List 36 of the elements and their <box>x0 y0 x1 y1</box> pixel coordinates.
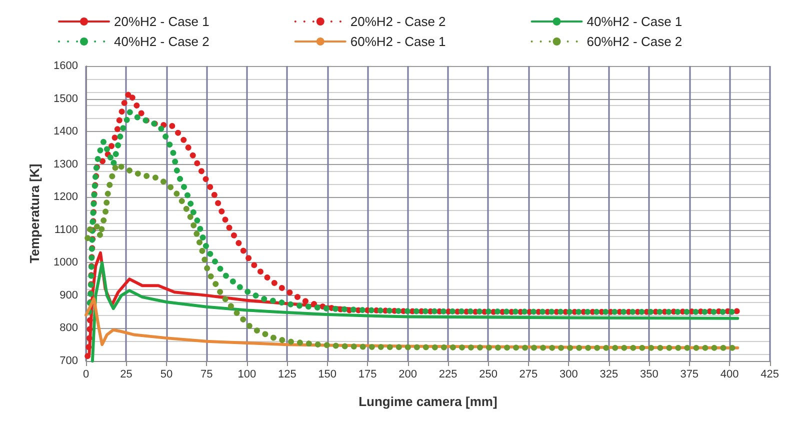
y-tick-label: 700 <box>60 355 78 367</box>
x-tick-label: 175 <box>358 368 377 380</box>
x-tick-label: 350 <box>640 368 658 380</box>
y-tick-label: 1000 <box>54 256 78 269</box>
x-tick-label: 0 <box>82 368 90 380</box>
y-tick-label: 1100 <box>54 224 78 236</box>
x-tick-label: 275 <box>519 368 538 380</box>
x-tick-label: 150 <box>318 368 337 380</box>
x-tick-label: 125 <box>278 368 296 380</box>
legend-label: 20%H2 - Case 2 <box>350 14 446 29</box>
x-tick-label: 75 <box>200 368 213 380</box>
x-tick-label: 100 <box>238 368 256 380</box>
x-tick-label: 200 <box>398 368 417 380</box>
x-tick-label: 250 <box>479 368 498 380</box>
x-tick-label: 400 <box>720 368 739 380</box>
x-tick-label: 25 <box>120 368 132 380</box>
x-tick-label: 300 <box>560 368 578 380</box>
legend-label: 40%H2 - Case 2 <box>114 34 210 49</box>
y-tick-label: 800 <box>60 322 78 334</box>
legend-label: 60%H2 - Case 2 <box>586 34 682 49</box>
y-axis-title: Temperatura [K] <box>27 164 42 264</box>
y-tick-label: 1600 <box>54 60 78 72</box>
y-tick-label: 1200 <box>54 191 78 204</box>
x-tick-label: 375 <box>680 368 699 380</box>
x-tick-label: 50 <box>160 368 173 380</box>
x-tick-label: 425 <box>760 368 780 380</box>
y-tick-label: 1300 <box>54 158 78 170</box>
x-axis-title: Lungime camera [mm] <box>358 394 498 409</box>
legend-label: 60%H2 - Case 1 <box>350 34 446 49</box>
legend-label: 40%H2 - Case 1 <box>586 14 682 29</box>
legend-label: 20%H2 - Case 1 <box>114 14 210 29</box>
y-tick-label: 900 <box>60 289 78 302</box>
y-tick-label: 1500 <box>54 92 78 105</box>
x-tick-label: 225 <box>438 368 458 380</box>
y-tick-label: 1400 <box>54 126 78 138</box>
x-tick-label: 325 <box>600 368 618 380</box>
